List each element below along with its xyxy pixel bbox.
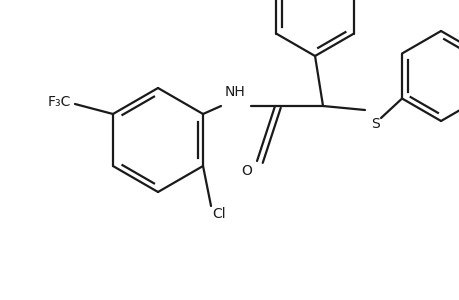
Text: NH: NH	[224, 85, 245, 99]
Text: O: O	[241, 164, 252, 178]
Text: S: S	[370, 117, 379, 131]
Text: Cl: Cl	[212, 207, 225, 221]
Text: F₃C: F₃C	[47, 95, 71, 109]
